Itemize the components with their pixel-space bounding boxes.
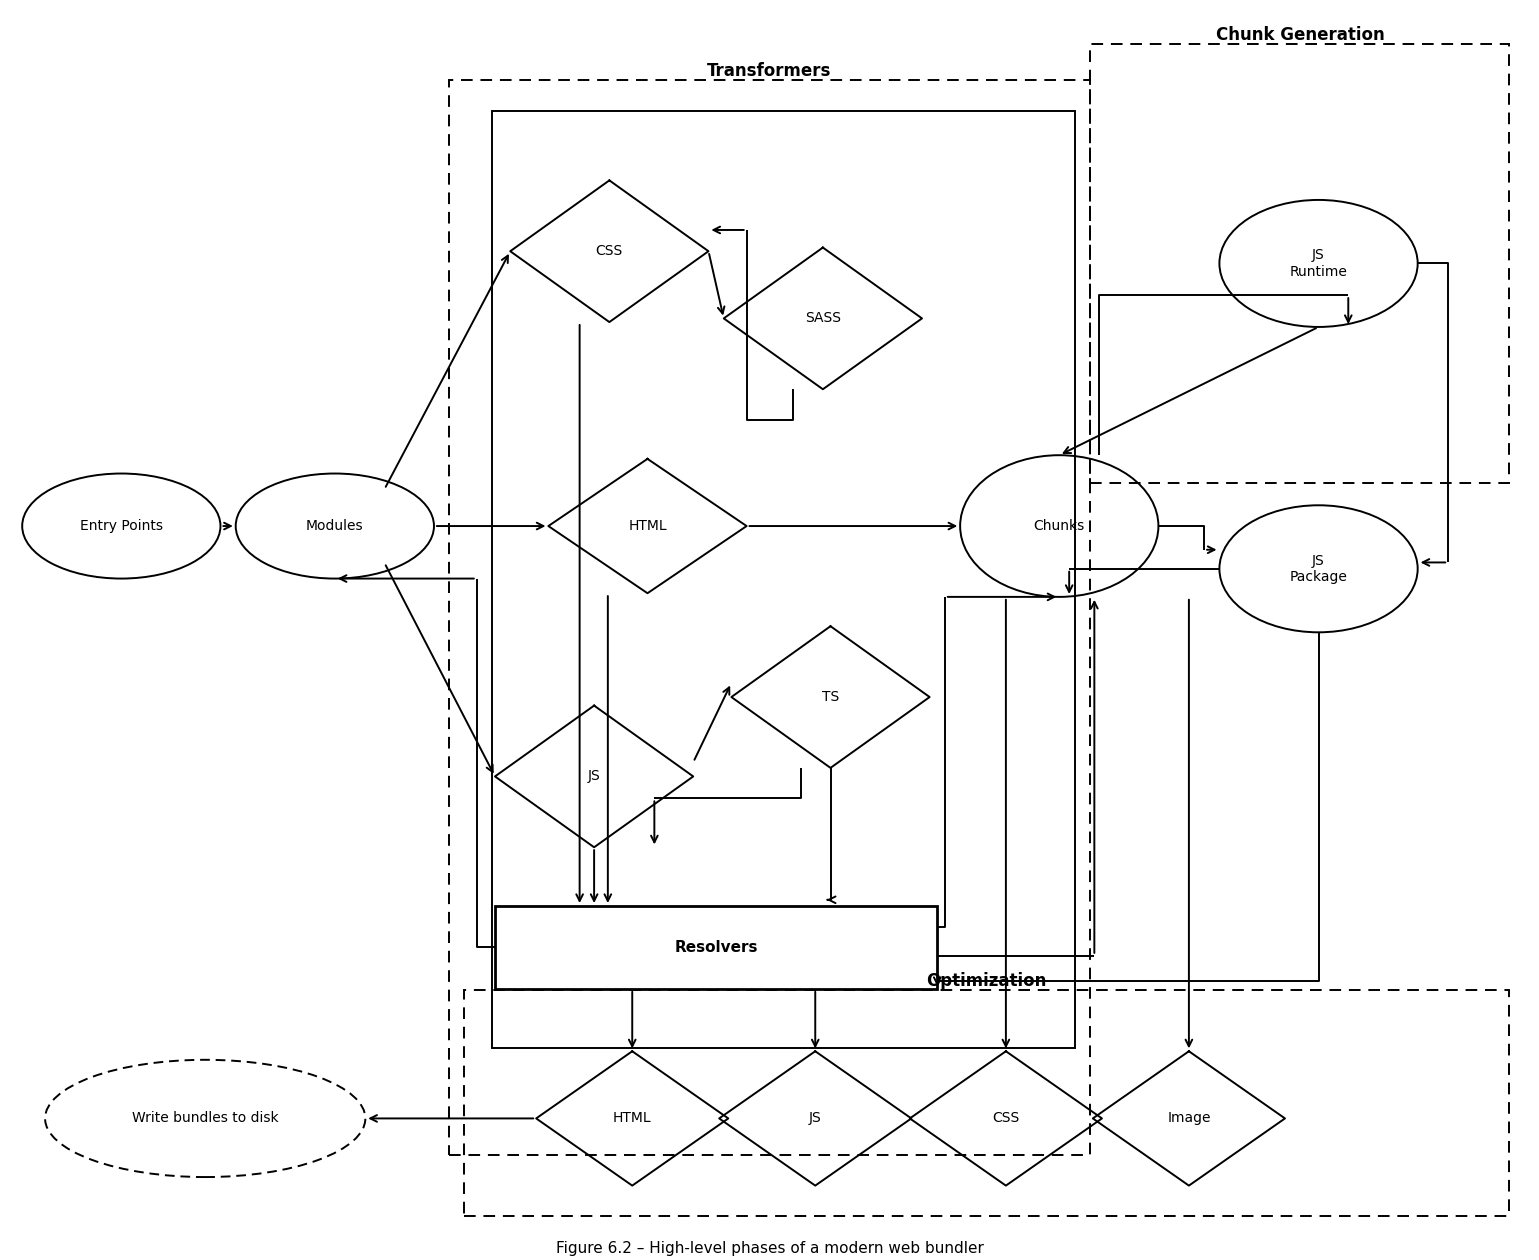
Bar bbox=[492, 111, 1074, 1047]
Text: HTML: HTML bbox=[628, 519, 666, 533]
Text: TS: TS bbox=[822, 690, 839, 704]
Text: Write bundles to disk: Write bundles to disk bbox=[132, 1111, 279, 1125]
Text: SASS: SASS bbox=[805, 311, 840, 325]
Text: JS
Runtime: JS Runtime bbox=[1290, 248, 1348, 278]
Text: Resolvers: Resolvers bbox=[674, 940, 757, 955]
Text: Chunk Generation: Chunk Generation bbox=[1216, 25, 1385, 44]
Bar bbox=[496, 906, 937, 989]
Text: CSS: CSS bbox=[596, 244, 623, 258]
Text: Chunks: Chunks bbox=[1034, 519, 1085, 533]
Text: Optimization: Optimization bbox=[926, 973, 1047, 990]
Text: Modules: Modules bbox=[306, 519, 363, 533]
Text: JS: JS bbox=[588, 770, 600, 784]
Text: Figure 6.2 – High-level phases of a modern web bundler: Figure 6.2 – High-level phases of a mode… bbox=[556, 1241, 983, 1255]
Text: Image: Image bbox=[1167, 1111, 1211, 1125]
Bar bbox=[1090, 44, 1510, 484]
Text: Entry Points: Entry Points bbox=[80, 519, 163, 533]
Bar bbox=[465, 990, 1510, 1216]
Bar bbox=[449, 81, 1090, 1155]
Text: Transformers: Transformers bbox=[708, 62, 831, 81]
Text: CSS: CSS bbox=[993, 1111, 1019, 1125]
Text: HTML: HTML bbox=[613, 1111, 651, 1125]
Text: JS: JS bbox=[810, 1111, 822, 1125]
Text: JS
Package: JS Package bbox=[1290, 553, 1348, 583]
